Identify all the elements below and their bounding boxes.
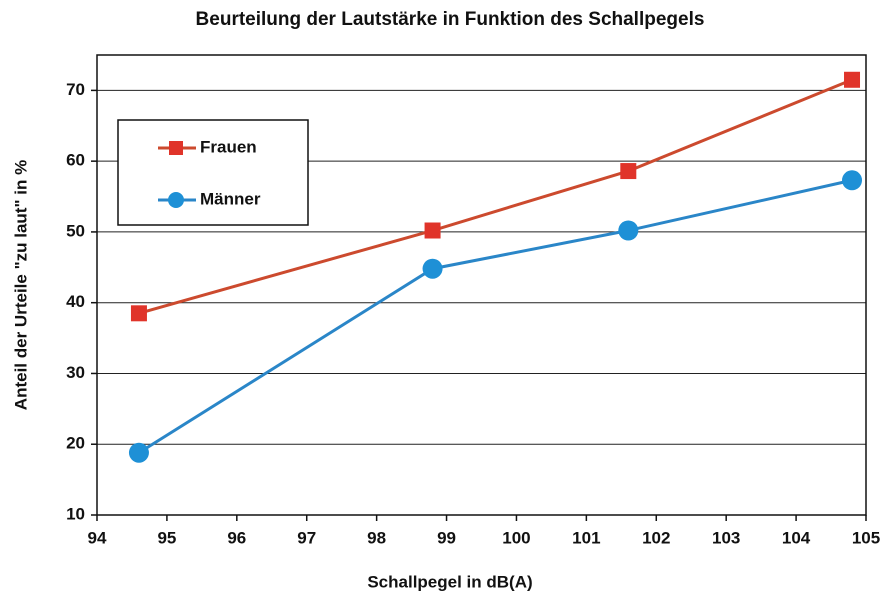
y-tick-label: 20 [66, 434, 85, 453]
marker [424, 222, 441, 239]
x-tick-label: 96 [227, 528, 246, 547]
x-axis-label: Schallpegel in dB(A) [367, 572, 532, 591]
x-tick-label: 103 [712, 528, 740, 547]
x-tick-label: 101 [572, 528, 600, 547]
marker [422, 258, 443, 279]
y-axis-label: Anteil der Urteile "zu laut" in % [11, 160, 30, 410]
x-tick-label: 100 [502, 528, 530, 547]
x-tick-label: 98 [367, 528, 386, 547]
legend-label: Frauen [200, 137, 257, 156]
legend-box [117, 119, 309, 226]
y-tick-label: 50 [66, 221, 85, 240]
marker [130, 305, 147, 322]
marker [844, 71, 861, 88]
marker [128, 442, 149, 463]
x-tick-label: 105 [852, 528, 880, 547]
legend-marker [168, 192, 184, 208]
legend-label: Männer [200, 189, 261, 208]
x-tick-label: 94 [88, 528, 107, 547]
x-tick-label: 102 [642, 528, 670, 547]
series-line [138, 178, 853, 454]
legend-marker [169, 141, 183, 155]
y-tick-label: 40 [66, 292, 85, 311]
marker [620, 163, 637, 180]
plot-frame [96, 54, 867, 516]
y-tick-label: 70 [66, 80, 85, 99]
x-tick-label: 104 [782, 528, 811, 547]
y-tick-label: 60 [66, 151, 85, 170]
series-line [138, 78, 853, 315]
y-tick-label: 10 [66, 504, 85, 523]
y-tick-label: 30 [66, 363, 85, 382]
x-tick-label: 95 [157, 528, 176, 547]
marker [842, 170, 863, 191]
marker [618, 220, 639, 241]
x-tick-label: 97 [297, 528, 316, 547]
chart-title: Beurteilung der Lautstärke in Funktion d… [196, 9, 705, 30]
x-tick-label: 99 [437, 528, 456, 547]
